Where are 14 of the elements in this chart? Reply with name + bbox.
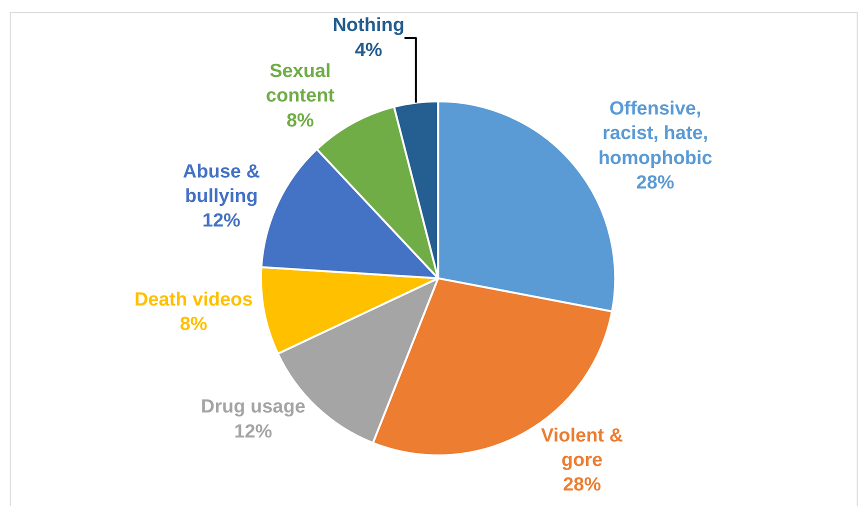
data-label: 28% [562, 474, 602, 496]
data-label: 12% [234, 421, 272, 442]
slice-label: Violent & gore [541, 425, 624, 472]
data-label: 4% [354, 40, 382, 61]
slice-label: Death videos [134, 289, 253, 310]
slice-label: Abuse & bullying [182, 161, 260, 208]
data-label: 12% [202, 210, 241, 232]
slice-label: Sexual content [266, 60, 336, 107]
data-label: 8% [180, 314, 208, 336]
data-label: 8% [286, 110, 314, 132]
slice-label: Nothing [332, 15, 404, 36]
data-label: 28% [636, 172, 674, 194]
slice-label: Drug usage [200, 396, 306, 418]
slice-label: Offensive, racist, hate, homophobic [598, 98, 713, 169]
